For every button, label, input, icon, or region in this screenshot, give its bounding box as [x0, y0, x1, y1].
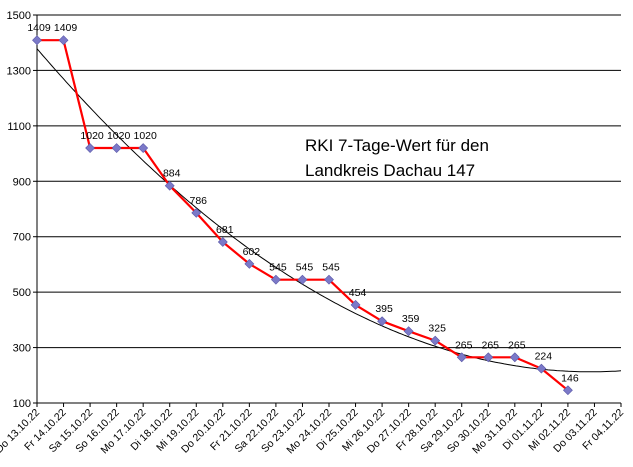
- data-point: [58, 35, 69, 46]
- data-point: [456, 352, 467, 363]
- chart-title-line-1: RKI 7-Tage-Wert für den: [305, 136, 489, 155]
- axes: [33, 14, 622, 407]
- data-label: 454: [349, 287, 367, 299]
- data-label: 265: [508, 339, 526, 351]
- data-label: 325: [428, 323, 446, 335]
- data-label: 265: [455, 339, 473, 351]
- data-label: 395: [375, 303, 393, 315]
- chart-title-line-2: Landkreis Dachau 147: [305, 161, 475, 180]
- data-point: [536, 363, 547, 374]
- data-label: 545: [322, 262, 340, 274]
- data-point: [138, 143, 149, 153]
- data-label: 545: [296, 262, 314, 274]
- grid: [37, 14, 621, 349]
- data-label: 146: [561, 372, 579, 384]
- data-point: [32, 35, 42, 46]
- data-label: 602: [243, 246, 261, 258]
- data-point: [297, 274, 308, 285]
- data-label: 1020: [107, 130, 131, 142]
- y-tick-label: 300: [13, 343, 31, 355]
- data-points: [32, 35, 573, 396]
- data-point: [350, 299, 361, 310]
- data-label: 884: [163, 168, 181, 180]
- data-point: [377, 316, 388, 327]
- data-label: 1020: [80, 130, 104, 142]
- y-tick-label: 1500: [7, 10, 31, 22]
- data-point: [324, 274, 334, 285]
- data-label: 1409: [27, 22, 51, 34]
- data-point: [562, 385, 573, 396]
- data-point: [430, 335, 441, 346]
- data-point: [244, 258, 255, 269]
- data-label: 1409: [54, 22, 78, 34]
- y-tick-label: 100: [13, 398, 31, 410]
- trendline: [36, 48, 622, 373]
- data-label: 224: [535, 351, 553, 363]
- y-tick-label: 900: [13, 176, 31, 188]
- data-point: [111, 143, 122, 153]
- data-label: 359: [402, 313, 420, 325]
- data-label: 786: [190, 195, 208, 207]
- y-tick-label: 700: [13, 232, 31, 244]
- data-point: [217, 237, 228, 247]
- series-line: [37, 39, 569, 392]
- data-point: [403, 326, 414, 337]
- data-label: 545: [269, 262, 287, 274]
- data-label: 265: [482, 339, 500, 351]
- y-tick-label: 1100: [7, 121, 31, 133]
- data-label: 1020: [134, 130, 158, 142]
- data-label: 681: [216, 224, 234, 236]
- y-tick-label: 500: [13, 287, 31, 299]
- data-point: [191, 207, 202, 218]
- data-point: [509, 352, 520, 363]
- data-point: [483, 352, 494, 363]
- data-point: [85, 143, 96, 153]
- y-axis-ticks: 100 300 500 700 900 1100 1300 1500: [7, 10, 31, 410]
- data-point: [270, 274, 281, 285]
- y-tick-label: 1300: [7, 65, 31, 77]
- data-point: [164, 180, 175, 191]
